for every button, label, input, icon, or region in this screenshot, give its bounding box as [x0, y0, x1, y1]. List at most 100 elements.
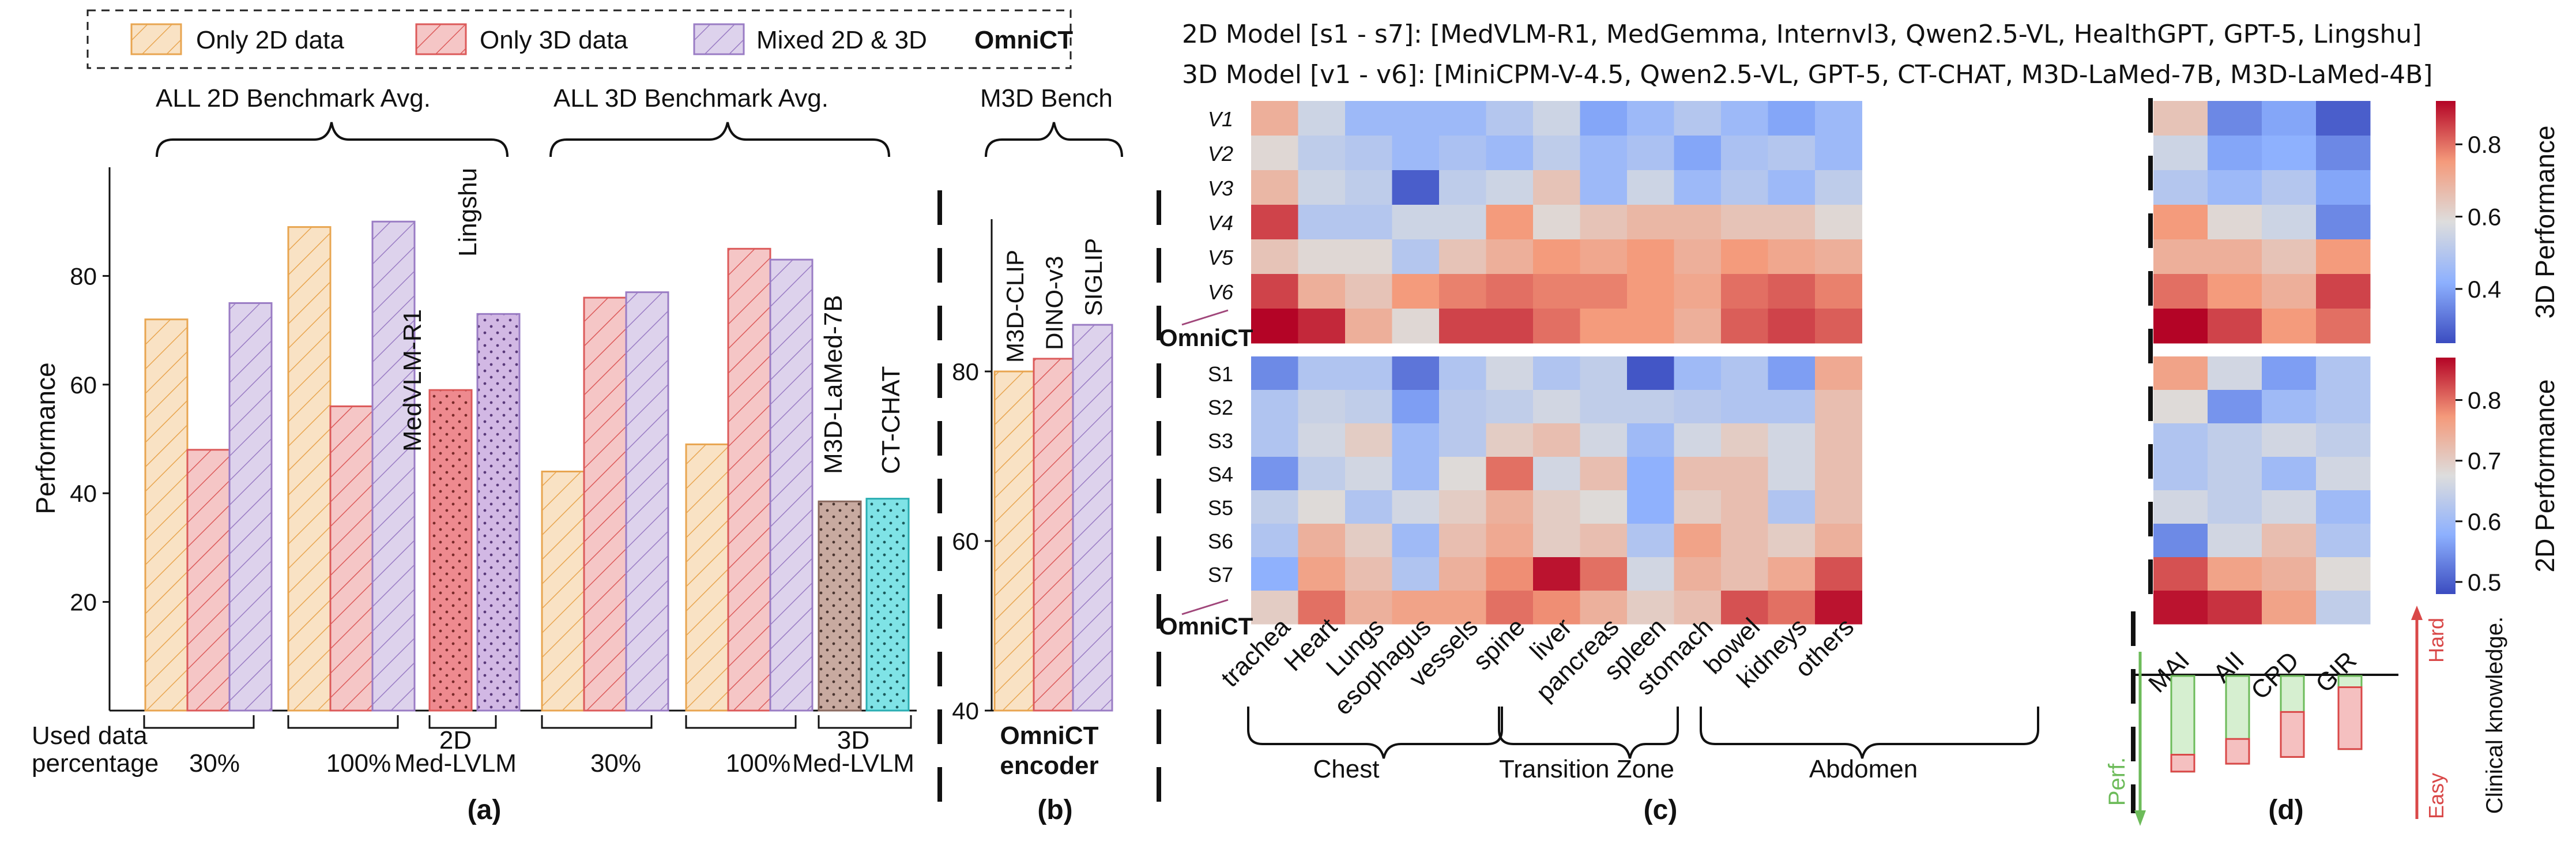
heat2d-cell-r4-c10: [1721, 490, 1768, 524]
heat3d-cell-r0-c12: [1815, 101, 1862, 136]
legend-frame: [86, 9, 1072, 69]
heat2d-cell-r1-c8: [1627, 390, 1674, 424]
heat2d-cell-r3-c11: [1768, 457, 1816, 491]
colorbar-ticks: 0.4 0.6 0.8 0.5 0.6 0.7 0.8: [2456, 131, 2501, 596]
b-y-ticks: 40 60 80: [952, 358, 992, 724]
heat3d-side-cell-r0-c0: [2153, 101, 2208, 136]
heat3d-cell-r1-c6: [1533, 136, 1580, 171]
heat3d-row-label-5: V6: [1208, 280, 1234, 304]
heat2d-row-label-2: S3: [1208, 429, 1233, 453]
heat3d-cell-r0-c0: [1251, 101, 1298, 136]
heat3d-side-cell-r6-c0: [2153, 309, 2208, 344]
heat3d-side-cell-r4-c3: [2316, 239, 2371, 275]
heat3d-cell-r2-c1: [1298, 170, 1346, 205]
heat2d-cell-r7-c9: [1674, 591, 1722, 625]
panel-b: M3D Bench 40 60 80 M3D-CLIP DINO-v3 SIGLIP O…: [952, 84, 1123, 825]
heat2d-cell-r1-c0: [1251, 390, 1298, 424]
heat3d-cell-r6-c2: [1345, 309, 1392, 344]
a-x-brackets: [143, 715, 912, 729]
heat3d-cell-r6-c0: [1251, 309, 1298, 344]
heat2d-side-cell-r1-c0: [2153, 390, 2208, 424]
heat2d-cell-r4-c6: [1533, 490, 1580, 524]
heat3d-cell-r3-c11: [1768, 205, 1816, 240]
heat2d-side-cell-r4-c2: [2262, 490, 2317, 524]
heatmap-column-labels: tracheaHeartLungsesophagusvesselsspineli…: [1216, 613, 1859, 720]
heat2d-cell-r0-c10: [1721, 356, 1768, 390]
b-y-tick-label-60: 60: [952, 528, 979, 555]
heat2d-side-cell-r6-c1: [2208, 557, 2262, 591]
panel-label-d: (d): [2268, 795, 2303, 825]
heat2d-cell-r2-c6: [1533, 423, 1580, 457]
a-x-label-30-2d: 30%: [189, 749, 240, 777]
heat2d-cell-r2-c10: [1721, 423, 1768, 457]
heat3d-row-label-3: V4: [1208, 211, 1233, 235]
heat2d-cell-r0-c4: [1439, 356, 1486, 390]
heat2d-cell-r1-c4: [1439, 390, 1486, 424]
heat2d-cell-r5-c9: [1674, 524, 1722, 558]
heat2d-cell-r3-c1: [1298, 457, 1346, 491]
heat3d-cell-r5-c4: [1439, 274, 1486, 309]
cbar2d-tick-label-0.8: 0.8: [2468, 387, 2501, 414]
heat2d-side-cell-r7-c2: [2262, 591, 2317, 625]
heat3d-cell-r4-c11: [1768, 239, 1816, 275]
heat3d-side-cell-r5-c1: [2208, 274, 2262, 309]
heat3d-cell-r2-c5: [1486, 170, 1534, 205]
heat3d-cell-r1-c5: [1486, 136, 1534, 171]
heat3d-cell-r1-c0: [1251, 136, 1298, 171]
a-y-ticks: 20 40 60 80: [70, 262, 110, 616]
heat2d-side-cell-r1-c2: [2262, 390, 2317, 424]
heat3d-cell-r5-c1: [1298, 274, 1346, 309]
heatmap-header-2d: 2D Model [s1 - s7]: [MedVLM-R1, MedGemma…: [1182, 20, 2422, 49]
heat2d-cell-r2-c1: [1298, 423, 1346, 457]
a-y-tick-label-60: 60: [70, 371, 97, 399]
a-bar-g5-s1: [865, 498, 910, 712]
colorbar-3d-label: 3D Performance: [2530, 126, 2560, 319]
d-knowledge-bar-2: [2280, 711, 2305, 758]
heat2d-row-label-6: S7: [1208, 563, 1233, 587]
heat2d-side-cell-r3-c2: [2262, 457, 2317, 491]
a-bar-g1-s2: [371, 220, 416, 712]
heat2d-cell-r5-c7: [1580, 524, 1628, 558]
bracket-transition: [1498, 707, 1679, 759]
a-bar-g4-s2: [769, 258, 814, 712]
b-y-tick-label-40: 40: [952, 697, 979, 724]
heat2d-cell-r0-c12: [1815, 356, 1862, 390]
heat3d-side-cell-r1-c1: [2208, 136, 2262, 171]
heat2d-cell-r2-c7: [1580, 423, 1628, 457]
heat2d-cell-r5-c3: [1392, 524, 1440, 558]
heat3d-cell-r5-c5: [1486, 274, 1534, 309]
heat2d-side-cell-r6-c2: [2262, 557, 2317, 591]
heat2d-cell-r7-c5: [1486, 591, 1534, 625]
heat2d-cell-r1-c6: [1533, 390, 1580, 424]
heat2d-cell-r3-c7: [1580, 457, 1628, 491]
heat3d-cell-r1-c7: [1580, 136, 1628, 171]
heat2d-cell-r7-c0: [1251, 591, 1298, 625]
heat2d-row-label-5: S6: [1208, 529, 1233, 553]
legend: Only 2D data Only 3D data Mixed 2D & 3D …: [86, 9, 1073, 69]
heat3d-side-cell-r4-c2: [2262, 239, 2317, 275]
heat2d-side-cell-r6-c3: [2316, 557, 2371, 591]
heat3d-row-label-6: OmniCT: [1159, 324, 1253, 351]
b-bar-2: [1072, 324, 1113, 712]
heat3d-side-cell-r6-c2: [2262, 309, 2317, 344]
heat2d-side-cell-r0-c0: [2153, 356, 2208, 390]
heat2d-side-cell-r1-c3: [2316, 390, 2371, 424]
legend-label-mix: Mixed 2D & 3D: [756, 26, 927, 54]
heat3d-cell-r4-c0: [1251, 239, 1298, 275]
heat3d-side-cell-r2-c0: [2153, 170, 2208, 205]
heat2d-cell-r0-c8: [1627, 356, 1674, 390]
heat2d-cell-r7-c3: [1392, 591, 1440, 625]
heat3d-side-cell-r3-c1: [2208, 205, 2262, 240]
heat3d-cell-r1-c4: [1439, 136, 1486, 171]
a-x-label-100-2d: 100%: [326, 749, 391, 777]
heat2d-cell-r0-c11: [1768, 356, 1816, 390]
heat3d-row-label-0: V1: [1208, 107, 1233, 131]
heat2d-cell-r2-c12: [1815, 423, 1862, 457]
heat3d-cell-r1-c3: [1392, 136, 1440, 171]
heat2d-cell-r3-c2: [1345, 457, 1392, 491]
heat3d-cell-r4-c10: [1721, 239, 1768, 275]
heat2d-cell-r7-c10: [1721, 591, 1768, 625]
heat3d-cell-r6-c8: [1627, 309, 1674, 344]
heat3d-cell-r0-c6: [1533, 101, 1580, 136]
